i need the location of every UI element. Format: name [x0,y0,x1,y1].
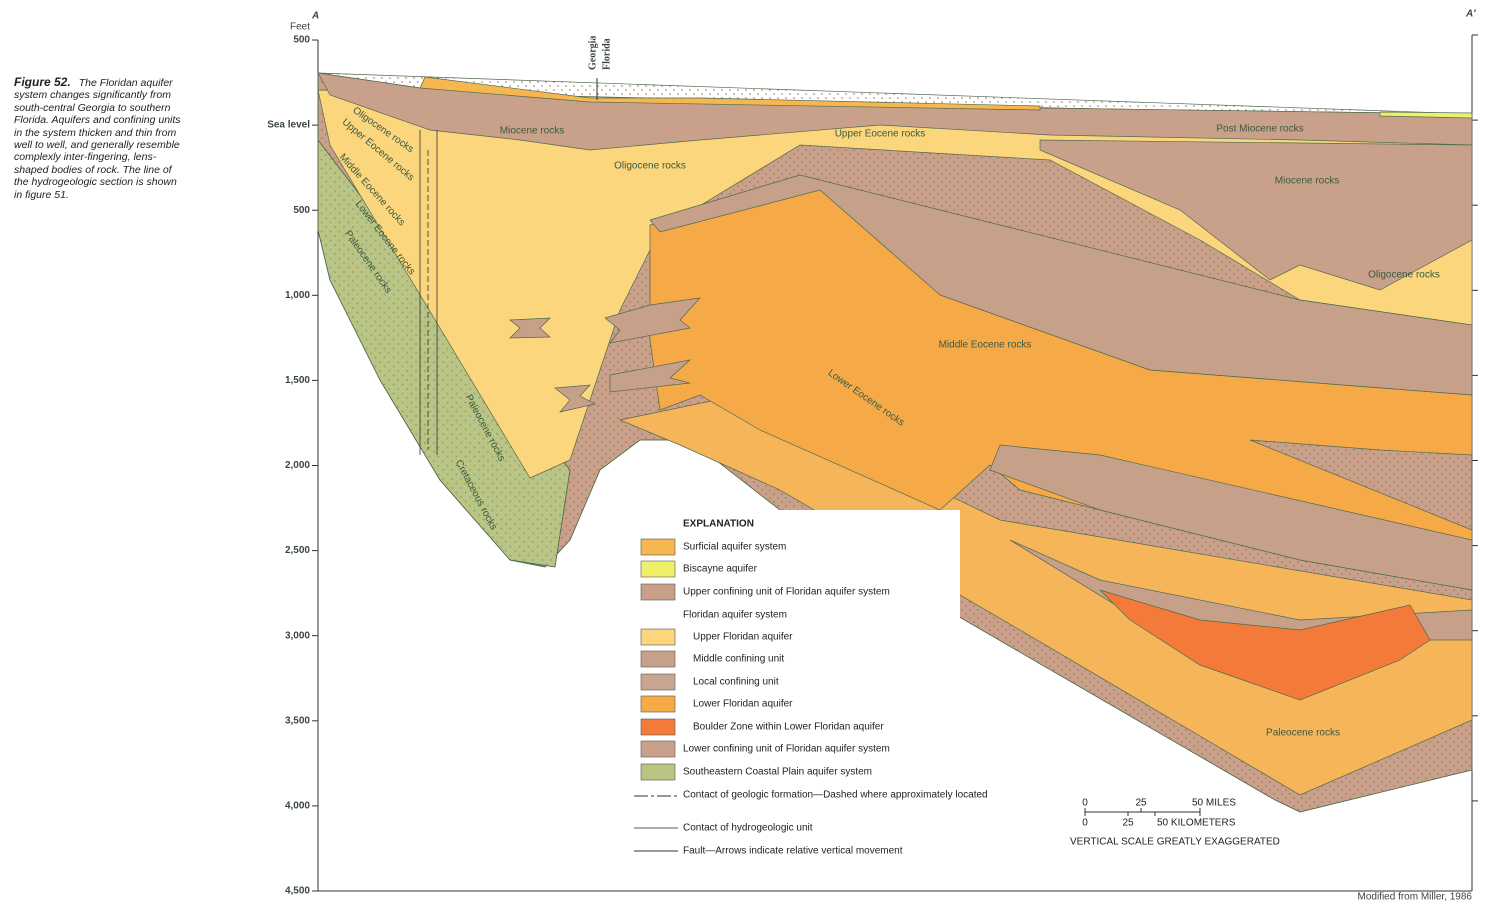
legend-item: Biscayne aquifer [683,564,758,575]
y-tick-label: 4,500 [285,886,310,897]
section-end: A [311,11,319,22]
legend-item: Local confining unit [693,677,779,688]
legend-item: Upper confining unit of Floridan aquifer… [683,587,890,598]
upper-confining-right [1039,139,1473,291]
lens [509,317,551,339]
surficial [419,76,1041,111]
lens [554,384,596,413]
rock-label: Oligocene rocks [614,161,686,172]
y-tick-label: 2,000 [285,460,310,471]
middle-confining [649,174,1473,396]
swatch [640,538,676,556]
scale-label: 50 MILES [1192,798,1236,809]
rock-label: Paleocene rocks [1266,728,1340,739]
y-tick-label: 4,000 [285,801,310,812]
rock-label: Miocene rocks [1275,176,1339,187]
swatch [640,560,676,578]
scale-label: 0 [1082,798,1088,809]
swatch [640,583,676,601]
lens [604,297,701,344]
boulder-zone [1099,589,1431,701]
legend-item: Contact of geologic formation—Dashed whe… [683,790,988,801]
swatch [640,673,676,691]
caption: Figure 52. The Floridan aquifer system ch… [14,76,182,201]
y-tick-label: Sea level [267,120,310,131]
section-end: A′ [1465,9,1476,20]
y-tick-label: 500 [293,35,310,46]
ticks: 500 Sea level 500 1,000 1,500 2,000 2,500 3,000… [267,34,1478,897]
state-label: Florida [601,38,612,70]
scale-label: 25 [1122,818,1134,829]
legend-item: Fault—Arrows indicate relative vertical … [683,846,903,857]
y-tick-label: 3,500 [285,715,310,726]
swatch [640,763,676,781]
rock-label: Oligocene rocks [1368,270,1440,281]
explanation-box [630,510,960,870]
legend-item: Upper Floridan aquifer [693,632,793,643]
scale-label: 25 [1135,798,1147,809]
swatch [640,718,676,736]
scale-label: 50 KILOMETERS [1157,818,1236,829]
legend-item: Contact of hydrogeologic unit [683,823,813,834]
legend-item: Lower Floridan aquifer [693,699,793,710]
swatch [640,628,676,646]
rock-label: Post Miocene rocks [1216,124,1303,135]
swatch [640,650,676,668]
axis-unit: Feet [290,22,310,33]
rock-label: Miocene rocks [500,126,564,137]
legend-item: Middle confining unit [693,654,784,665]
y-tick-label: 1,000 [285,290,310,301]
well [419,130,438,455]
legend-item: Boulder Zone within Lower Floridan aquif… [693,722,884,733]
y-tick-label: 500 [293,205,310,216]
legend-item: Surficial aquifer system [683,542,786,553]
scale-bar: 0 25 50 MILES 0 25 50 KILOMETERS VERTICA… [1070,798,1280,848]
rock-label: Middle Eocene rocks [939,340,1032,351]
scale-label: 0 [1082,818,1088,829]
legend-heading: Floridan aquifer system [683,610,787,621]
biscayne [1379,111,1473,119]
credit: Modified from Miller, 1986 [1358,892,1473,903]
caption-text: The Floridan aquifer system changes sign… [14,77,181,201]
swatch [640,740,676,758]
legend-item: Southeastern Coastal Plain aquifer syste… [683,767,872,778]
figure-number: Figure 52. [14,75,71,89]
swatch [640,695,676,713]
y-tick-label: 2,500 [285,545,310,556]
lens [609,359,692,393]
explanation-title: EXPLANATION [683,519,754,530]
legend-item: Lower confining unit of Floridan aquifer… [683,744,890,755]
y-tick-label: 1,500 [285,375,310,386]
y-tick-label: 3,000 [285,630,310,641]
coastal-plain-dots [317,138,571,568]
rock-label: Upper Eocene rocks [835,129,926,140]
local-confining [989,444,1473,591]
state-label: Georgia [587,36,598,70]
scale-note: VERTICAL SCALE GREATLY EXAGGERATED [1070,837,1280,848]
explanation: Surficial aquifer system Biscayne aquife… [634,538,988,857]
